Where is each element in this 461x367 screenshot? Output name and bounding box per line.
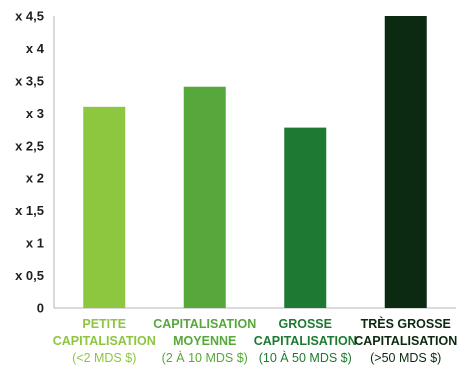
- category-label: (>50 MDS $): [370, 351, 441, 365]
- y-tick-label: x 3,5: [15, 73, 44, 88]
- y-tick-label: x 2,5: [15, 138, 44, 153]
- category-label: CAPITALISATION: [254, 334, 357, 348]
- bars-group: [83, 16, 427, 309]
- y-tick-label: x 2: [26, 171, 44, 186]
- category-label: CAPITALISATION: [153, 317, 256, 331]
- y-tick-label: x 3: [26, 106, 44, 121]
- category-label: MOYENNE: [173, 334, 236, 348]
- category-label: GROSSE: [279, 317, 333, 331]
- category-label: TRÈS GROSSE: [361, 316, 451, 331]
- category-label: (<2 MDS $): [72, 351, 136, 365]
- category-label: (10 À 50 MDS $): [259, 350, 352, 365]
- y-tick-label: x 4,5: [15, 9, 44, 24]
- category-label: CAPITALISATION: [354, 334, 457, 348]
- category-label: PETITE: [82, 317, 126, 331]
- y-axis-ticks: 0 x 0,5 x 1 x 1,5 x 2 x 2,5 x 3 x 3,5 x 4 x 4,5: [15, 9, 45, 316]
- category-label: CAPITALISATION: [53, 334, 156, 348]
- y-tick-label: x 0,5: [15, 268, 44, 283]
- bar: [284, 127, 327, 308]
- y-tick-label: x 1: [26, 236, 44, 251]
- y-tick-label: x 4: [26, 41, 45, 56]
- y-tick-label: 0: [37, 301, 44, 316]
- y-tick-label: x 1,5: [15, 203, 44, 218]
- category-label: (2 À 10 MDS $): [162, 350, 248, 365]
- category-labels: PETITE CAPITALISATION (<2 MDS $) CAPITALISA…: [53, 316, 458, 365]
- bar: [384, 16, 427, 308]
- bar: [183, 86, 226, 309]
- bar: [83, 106, 126, 308]
